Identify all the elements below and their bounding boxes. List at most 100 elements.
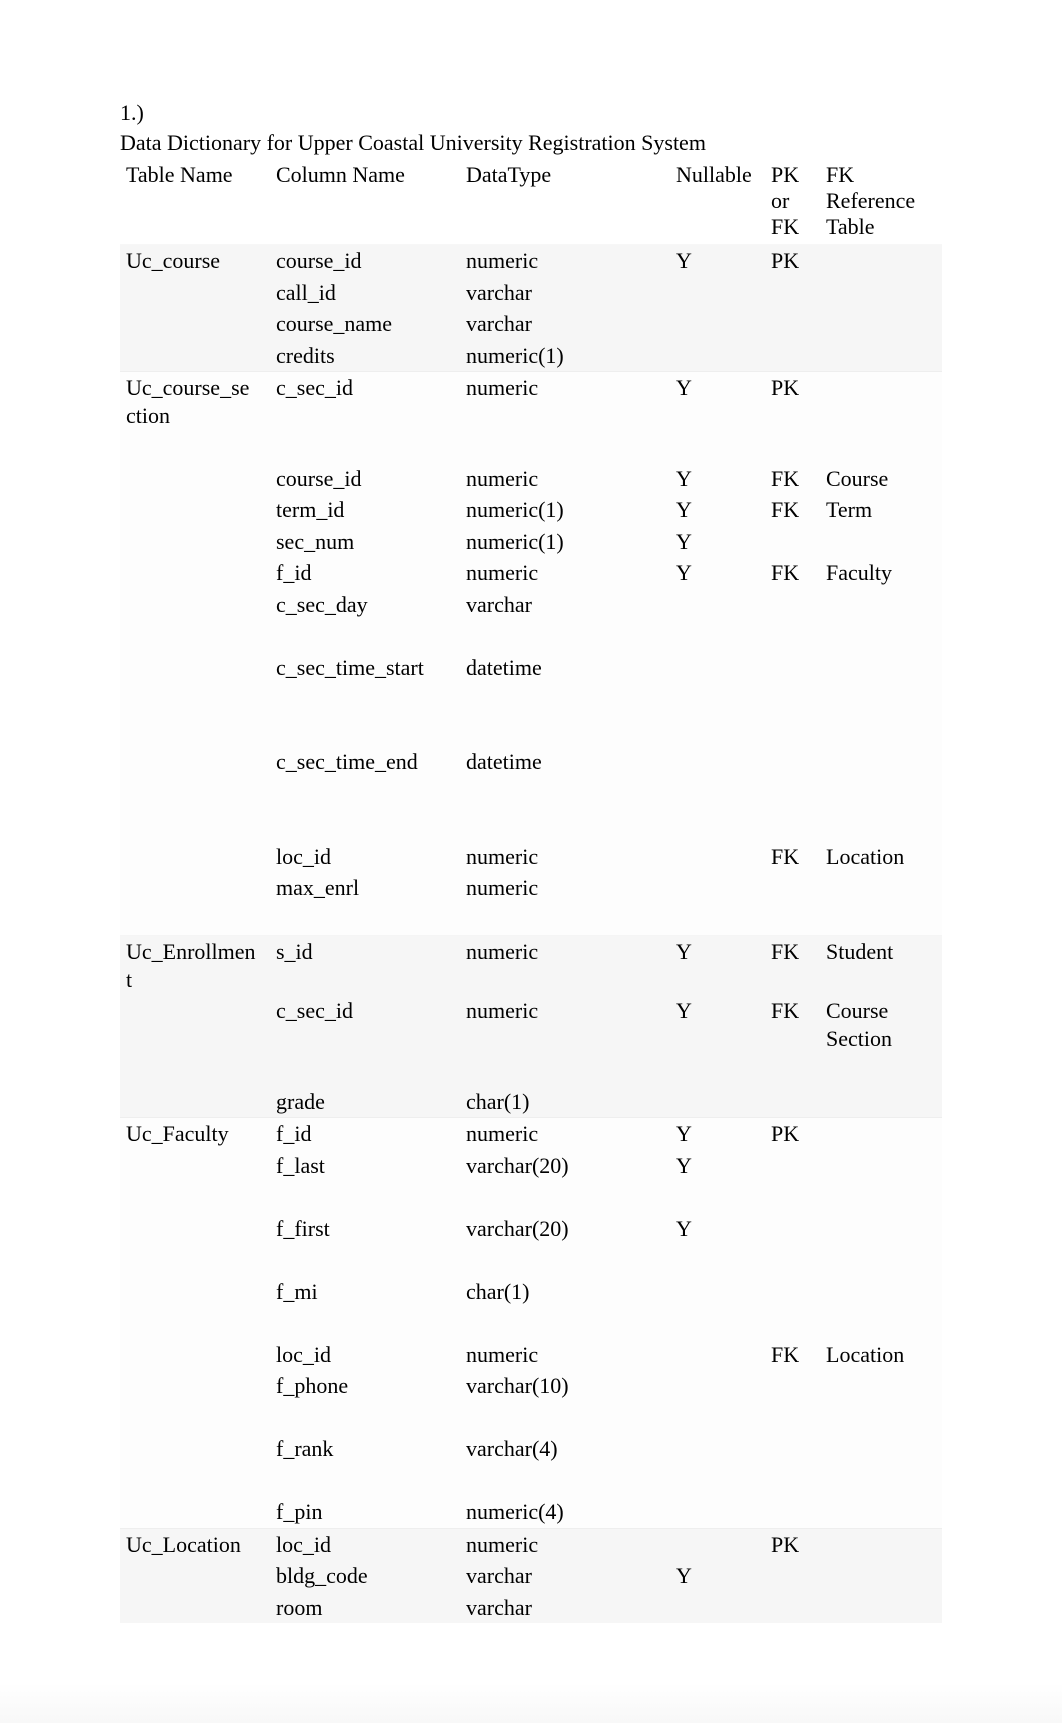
spacer-cell <box>120 809 270 841</box>
cell-nullable: Y <box>670 463 765 495</box>
table-row: c_sec_dayvarchar <box>120 589 942 621</box>
cell-table-name <box>120 1213 270 1245</box>
cell-datatype: varchar <box>460 308 670 340</box>
cell-column-name: f_mi <box>270 1276 460 1308</box>
cell-table-name <box>120 1339 270 1371</box>
cell-pk-fk: PK <box>765 245 820 277</box>
cell-column-name: loc_id <box>270 1339 460 1371</box>
cell-table-name <box>120 1370 270 1402</box>
spacer-row <box>120 1244 942 1276</box>
cell-datatype: numeric <box>460 372 670 432</box>
cell-table-name <box>120 557 270 589</box>
cell-pk-fk: FK <box>765 557 820 589</box>
cell-pk-fk <box>765 277 820 309</box>
spacer-row <box>120 1307 942 1339</box>
spacer-row <box>120 1181 942 1213</box>
table-row: course_namevarchar <box>120 308 942 340</box>
spacer-cell <box>120 1307 270 1339</box>
spacer-cell <box>820 1181 942 1213</box>
cell-table-name <box>120 494 270 526</box>
spacer-cell <box>820 1054 942 1086</box>
table-row: f_phonevarchar(10) <box>120 1370 942 1402</box>
cell-pk-fk: FK <box>765 841 820 873</box>
cell-pk-fk <box>765 1433 820 1465</box>
spacer-cell <box>765 1465 820 1497</box>
spacer-row <box>120 809 942 841</box>
spacer-cell <box>820 683 942 715</box>
col-header-fk-reference: FK Reference Table <box>820 158 942 245</box>
cell-fk-reference <box>820 526 942 558</box>
spacer-row <box>120 683 942 715</box>
table-row: loc_idnumericFKLocation <box>120 841 942 873</box>
cell-nullable <box>670 1086 765 1118</box>
cell-datatype: varchar <box>460 277 670 309</box>
table-row: term_idnumeric(1)YFKTerm <box>120 494 942 526</box>
spacer-cell <box>460 1307 670 1339</box>
spacer-cell <box>120 683 270 715</box>
cell-pk-fk: FK <box>765 494 820 526</box>
spacer-cell <box>460 431 670 463</box>
cell-nullable <box>670 841 765 873</box>
cell-table-name <box>120 746 270 778</box>
cell-datatype: varchar(20) <box>460 1213 670 1245</box>
cell-table-name: Uc_Faculty <box>120 1118 270 1150</box>
cell-pk-fk <box>765 1496 820 1528</box>
cell-column-name: c_sec_id <box>270 372 460 432</box>
cell-nullable: Y <box>670 995 765 1054</box>
cell-column-name: c_sec_day <box>270 589 460 621</box>
spacer-cell <box>270 1244 460 1276</box>
cell-fk-reference: Location <box>820 841 942 873</box>
table-row: Uc_course_se ctionc_sec_idnumericYPK <box>120 372 942 432</box>
cell-pk-fk <box>765 746 820 778</box>
spacer-cell <box>460 1465 670 1497</box>
cell-table-name: Uc_Enrollmen t <box>120 936 270 996</box>
spacer-cell <box>670 1402 765 1434</box>
col-header-datatype: DataType <box>460 158 670 245</box>
cell-table-name <box>120 308 270 340</box>
spacer-cell <box>820 778 942 810</box>
spacer-cell <box>120 620 270 652</box>
data-dictionary-table: Table Name Column Name DataType Nullable… <box>120 158 942 1623</box>
cell-pk-fk <box>765 1276 820 1308</box>
cell-table-name <box>120 872 270 904</box>
cell-pk-fk: FK <box>765 463 820 495</box>
cell-pk-fk <box>765 340 820 372</box>
cell-datatype: char(1) <box>460 1086 670 1118</box>
spacer-row <box>120 904 942 936</box>
spacer-cell <box>120 1054 270 1086</box>
cell-column-name: course_name <box>270 308 460 340</box>
col-header-column-name: Column Name <box>270 158 460 245</box>
table-row: f_michar(1) <box>120 1276 942 1308</box>
cell-fk-reference <box>820 245 942 277</box>
cell-table-name <box>120 995 270 1054</box>
cell-table-name <box>120 1433 270 1465</box>
spacer-cell <box>270 904 460 936</box>
cell-column-name: f_id <box>270 1118 460 1150</box>
spacer-cell <box>460 715 670 747</box>
cell-nullable <box>670 589 765 621</box>
spacer-cell <box>765 1181 820 1213</box>
spacer-cell <box>765 431 820 463</box>
spacer-row <box>120 431 942 463</box>
cell-nullable <box>670 1276 765 1308</box>
spacer-cell <box>670 620 765 652</box>
spacer-cell <box>670 431 765 463</box>
spacer-cell <box>765 1402 820 1434</box>
table-row: creditsnumeric(1) <box>120 340 942 372</box>
cell-datatype: varchar(10) <box>460 1370 670 1402</box>
cell-table-name <box>120 1496 270 1528</box>
cell-table-name <box>120 841 270 873</box>
cell-pk-fk <box>765 1150 820 1182</box>
spacer-cell <box>765 1244 820 1276</box>
cell-table-name <box>120 589 270 621</box>
spacer-cell <box>670 683 765 715</box>
spacer-cell <box>670 1465 765 1497</box>
cell-pk-fk <box>765 1086 820 1118</box>
cell-column-name: loc_id <box>270 841 460 873</box>
spacer-cell <box>670 809 765 841</box>
cell-nullable <box>670 277 765 309</box>
cell-column-name: f_phone <box>270 1370 460 1402</box>
spacer-row <box>120 1465 942 1497</box>
spacer-cell <box>270 1307 460 1339</box>
cell-column-name: s_id <box>270 936 460 996</box>
